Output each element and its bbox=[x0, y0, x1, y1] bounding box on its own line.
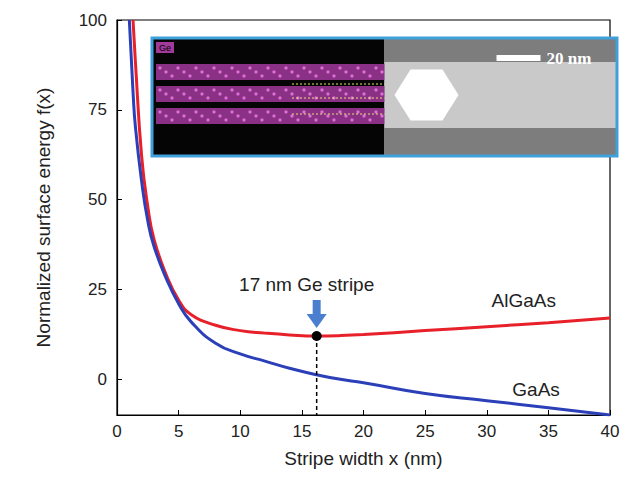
svg-text:30: 30 bbox=[477, 422, 496, 441]
svg-text:25: 25 bbox=[88, 280, 107, 299]
svg-text:Ge: Ge bbox=[159, 43, 171, 53]
svg-text:5: 5 bbox=[174, 422, 183, 441]
svg-text:10: 10 bbox=[231, 422, 250, 441]
svg-text:35: 35 bbox=[539, 422, 558, 441]
svg-text:GaAs: GaAs bbox=[512, 379, 560, 400]
svg-text:AlGaAs: AlGaAs bbox=[492, 290, 556, 311]
svg-text:50: 50 bbox=[88, 190, 107, 209]
svg-text:Stripe width x (nm): Stripe width x (nm) bbox=[284, 448, 442, 469]
svg-text:Normalized surface energy f(x): Normalized surface energy f(x) bbox=[33, 88, 54, 348]
svg-text:75: 75 bbox=[88, 100, 107, 119]
svg-text:15: 15 bbox=[292, 422, 311, 441]
svg-text:0: 0 bbox=[98, 370, 107, 389]
svg-text:25: 25 bbox=[416, 422, 435, 441]
svg-text:20: 20 bbox=[354, 422, 373, 441]
svg-text:20 nm: 20 nm bbox=[547, 49, 592, 68]
svg-text:17 nm Ge stripe: 17 nm Ge stripe bbox=[239, 274, 374, 295]
svg-text:0: 0 bbox=[112, 422, 121, 441]
svg-text:100: 100 bbox=[79, 11, 107, 30]
svg-text:40: 40 bbox=[601, 422, 620, 441]
